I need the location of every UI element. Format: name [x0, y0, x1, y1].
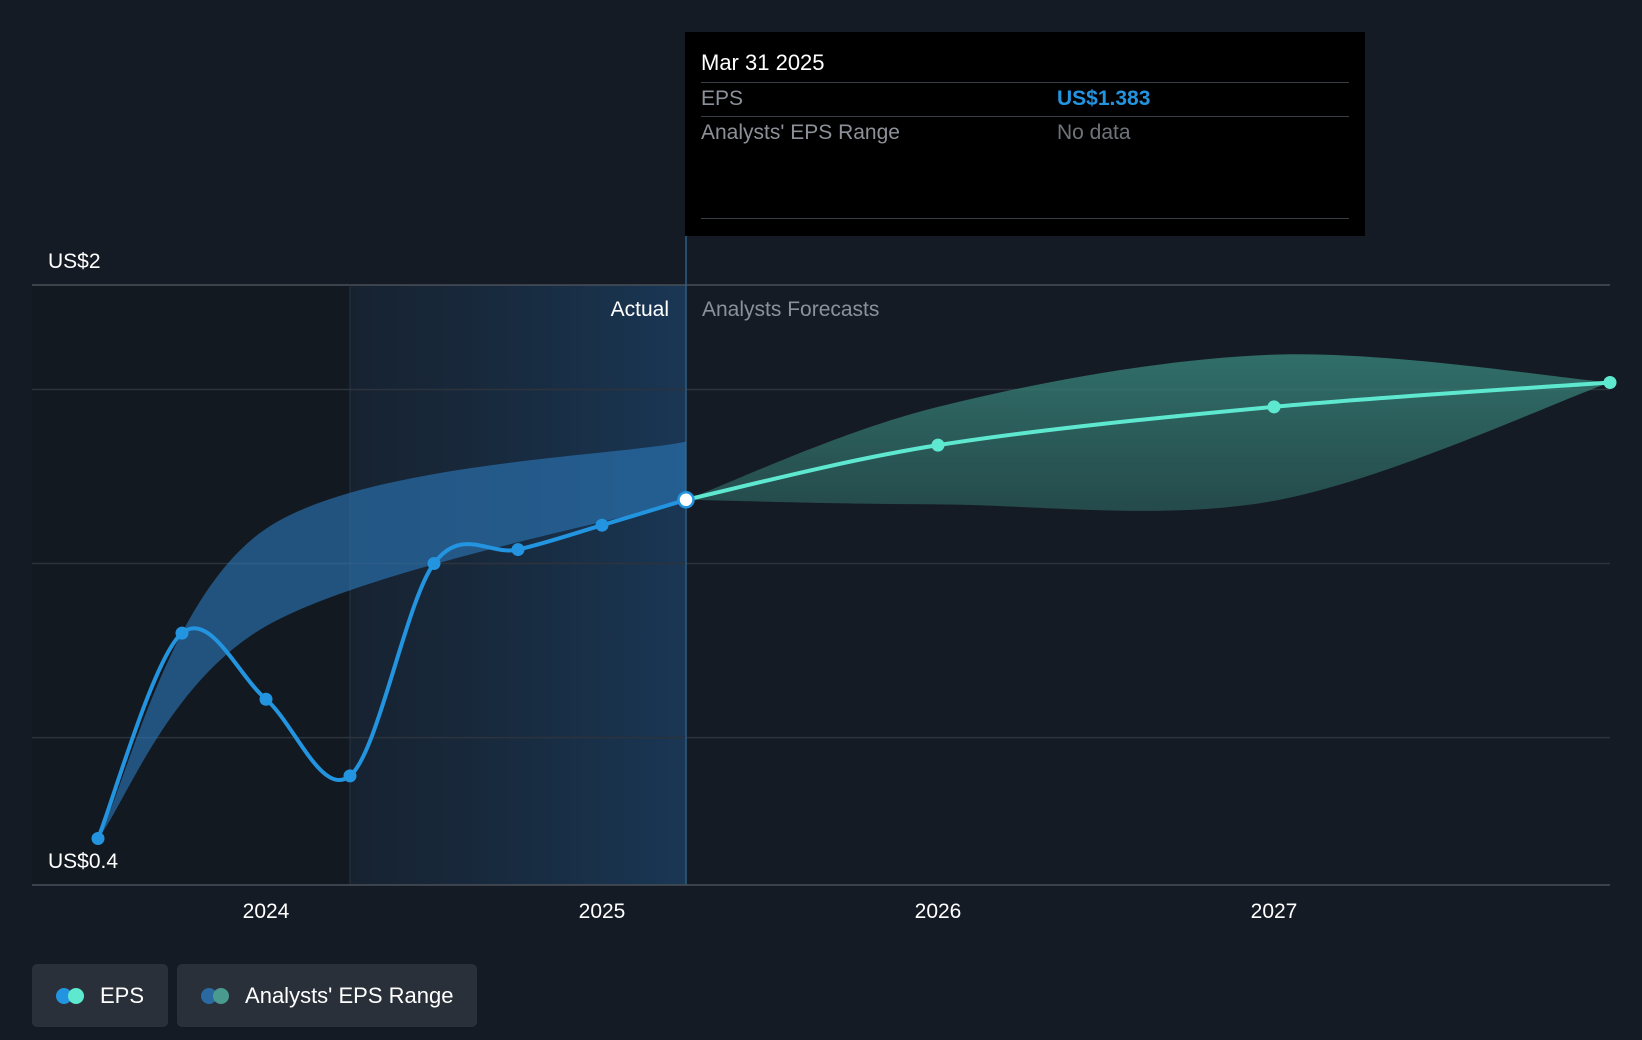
tooltip-eps-value: US$1.383: [1057, 87, 1151, 110]
x-tick-label: 2027: [1251, 900, 1298, 923]
data-point-actual: [91, 832, 105, 846]
tooltip-eps-label: EPS: [701, 87, 744, 110]
tooltip-divider: [701, 82, 1349, 83]
actual-period-highlight: [350, 285, 686, 885]
data-point-actual: [259, 692, 273, 706]
legend: EPS Analysts' EPS Range: [32, 964, 478, 1027]
legend-item-eps-range[interactable]: Analysts' EPS Range: [177, 964, 478, 1027]
y-tick-label: US$2: [48, 250, 101, 273]
legend-label-eps: EPS: [100, 982, 145, 1008]
forecast-section-label: Analysts Forecasts: [702, 298, 879, 321]
tooltip: Mar 31 2025 EPS US$1.383 Analysts' EPS R…: [685, 32, 1365, 236]
x-tick-label: 2026: [915, 900, 962, 923]
y-tick-label: US$0.4: [48, 850, 118, 873]
eps-legend-icon: [56, 987, 86, 1004]
eps-range-legend-icon: [201, 987, 231, 1004]
data-point-actual: [343, 769, 357, 783]
legend-item-eps[interactable]: EPS: [32, 964, 169, 1027]
data-point-forecast: [931, 438, 945, 452]
tooltip-divider: [701, 218, 1349, 219]
tooltip-date: Mar 31 2025: [701, 50, 825, 75]
data-point-forecast: [1267, 400, 1281, 414]
data-point-actual: [175, 626, 189, 640]
x-tick-label: 2025: [579, 900, 626, 923]
data-point-actual: [595, 518, 609, 532]
tooltip-range-value: No data: [1057, 121, 1131, 144]
data-point-forecast: [1603, 375, 1617, 389]
legend-label-eps-range: Analysts' EPS Range: [245, 982, 454, 1008]
x-tick-label: 2024: [243, 900, 290, 923]
highlight-point: [677, 491, 695, 509]
range-band-forecast: [686, 354, 1610, 511]
data-point-actual: [427, 557, 441, 570]
tooltip-divider: [701, 116, 1349, 117]
tooltip-range-label: Analysts' EPS Range: [701, 121, 900, 144]
actual-section-label: Actual: [611, 298, 669, 321]
series-line-forecast: [685, 380, 1611, 502]
data-point-actual: [511, 543, 525, 557]
